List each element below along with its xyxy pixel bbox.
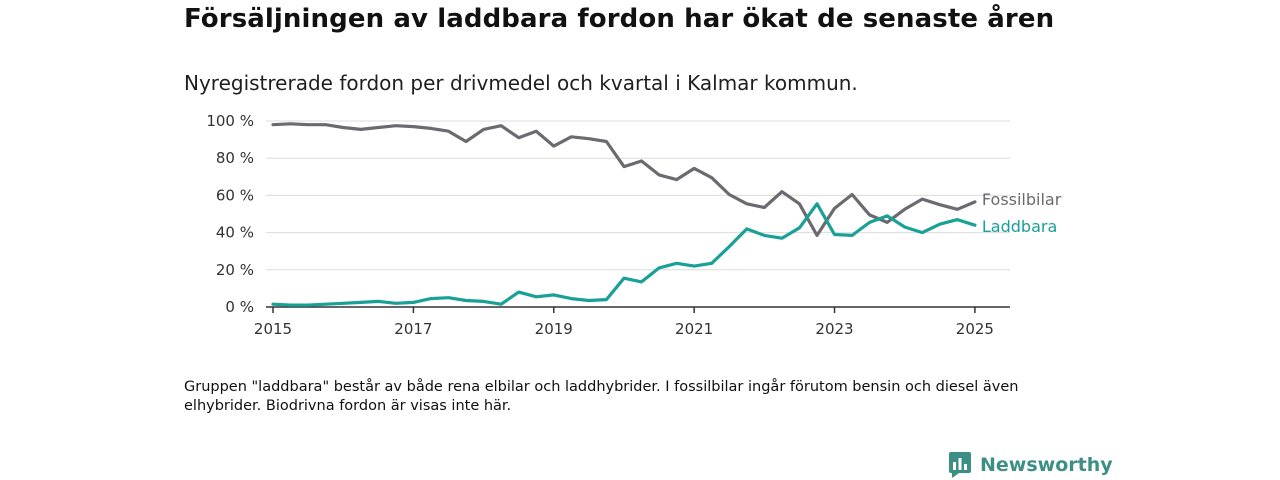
series-line-laddbara bbox=[271, 202, 977, 307]
series-label-fossilbilar: Fossilbilar bbox=[982, 190, 1062, 209]
series-label-laddbara: Laddbara bbox=[982, 217, 1057, 236]
x-tick-label: 2025 bbox=[956, 320, 994, 338]
x-tick-label: 2017 bbox=[394, 320, 432, 338]
y-tick-label: 100 % bbox=[206, 112, 254, 130]
y-tick-label: 20 % bbox=[216, 261, 254, 279]
series-line-fossilbilar bbox=[271, 122, 977, 237]
brand-logo: Newsworthy bbox=[948, 450, 1113, 480]
brand-name: Newsworthy bbox=[980, 454, 1113, 476]
x-tick-label: 2023 bbox=[815, 320, 853, 338]
y-tick-label: 40 % bbox=[216, 224, 254, 242]
chart-title: Försäljningen av laddbara fordon har öka… bbox=[184, 4, 1055, 34]
axes: 0 % 20 % 40 % 60 % 80 % 100 % 2015 2017 2019 2021… bbox=[206, 112, 1010, 338]
gridlines bbox=[266, 120, 1010, 271]
newsworthy-logo-icon bbox=[949, 452, 971, 478]
x-tick-label: 2015 bbox=[254, 320, 292, 338]
footnote: Gruppen "laddbara" består av både rena e… bbox=[184, 379, 1019, 414]
x-tick-label: 2021 bbox=[675, 320, 713, 338]
y-tick-label: 80 % bbox=[216, 149, 254, 167]
chart-subtitle: Nyregistrerade fordon per drivmedel och … bbox=[184, 71, 858, 95]
y-tick-label: 0 % bbox=[225, 298, 254, 316]
series-labels: Fossilbilar Laddbara bbox=[982, 190, 1062, 236]
x-tick-label: 2019 bbox=[535, 320, 573, 338]
y-tick-label: 60 % bbox=[216, 186, 254, 204]
series-lines bbox=[271, 122, 977, 307]
